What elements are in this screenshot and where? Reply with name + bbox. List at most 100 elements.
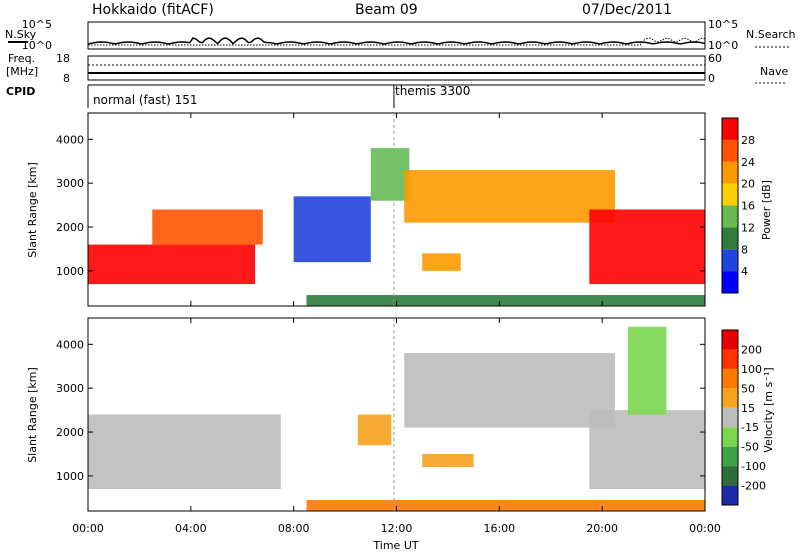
colorbar-swatch [722, 118, 738, 140]
colorbar-tick-label: 28 [741, 134, 755, 147]
time-axis-ticks: 00:00 04:00 08:00 12:00 16:00 20:00 00:00 [72, 113, 721, 535]
colorbar-frame [721, 329, 739, 506]
colorbar-tick-label: -100 [741, 460, 766, 473]
y-tick-label: 4000 [56, 133, 84, 146]
colorbar-tick-label: 20 [741, 178, 755, 191]
freq-tick-bottom: 8 [63, 72, 70, 85]
noise-panel-frame [87, 21, 706, 50]
heatmap-region [422, 453, 474, 468]
heatmap-region [370, 148, 410, 201]
heatmap-region [404, 353, 616, 428]
heatmap-region [357, 414, 392, 446]
colorbar-swatch [722, 330, 738, 350]
station-title: Hokkaido (fitACF) [92, 2, 214, 18]
nave-label: Nave [760, 65, 788, 78]
beam-title: Beam 09 [355, 2, 418, 18]
heatmap-region [589, 410, 705, 490]
colorbar-swatch [722, 427, 738, 447]
colorbar-tick-label: 100 [741, 363, 762, 376]
heatmap-region [627, 326, 667, 415]
colorbar-tick-label: 8 [741, 243, 748, 256]
colorbar-swatch [722, 205, 738, 228]
colorbar-swatch [722, 271, 738, 293]
velocity-ylabel: Slant Range [km] [26, 367, 39, 463]
freq-tick-top: 18 [56, 52, 70, 65]
heatmap-region [422, 253, 461, 271]
colorbar-tick-label: 200 [741, 343, 762, 356]
heatmap-region [589, 209, 705, 285]
y-tick-label: 4000 [56, 338, 84, 351]
x-tick-label: 00:00 [72, 522, 104, 535]
power-regions [88, 148, 705, 306]
y-tick-label: 3000 [56, 382, 84, 395]
colorbar-frame [721, 117, 739, 294]
colorbar-swatch [722, 466, 738, 486]
colorbar-swatch [722, 249, 738, 272]
velocity-colorbar-label: Velocity [m s⁻¹] [762, 367, 775, 452]
colorbar-tick-label: 16 [741, 200, 755, 213]
velocity-regions [88, 326, 705, 511]
heatmap-region [404, 170, 616, 223]
colorbar-swatch [722, 161, 738, 184]
colorbar-swatch [722, 183, 738, 206]
power-panel: 1000 2000 3000 4000 Slant Range [km] [26, 112, 706, 307]
noise-right-label: N.Search [746, 28, 796, 41]
y-tick-label: 1000 [56, 470, 84, 483]
x-tick-label: 12:00 [381, 522, 413, 535]
x-tick-label: 16:00 [483, 522, 515, 535]
colorbar-tick-label: -15 [741, 421, 759, 434]
colorbar-swatch [722, 388, 738, 408]
noise-tick-right-bottom: 10^0 [708, 39, 738, 52]
colorbar-tick-label: -50 [741, 441, 759, 454]
colorbar-swatch [722, 485, 738, 505]
cpid-label: CPID [6, 85, 35, 98]
date-title: 07/Dec/2011 [582, 2, 672, 18]
colorbar-tick-label: -200 [741, 480, 766, 493]
freq-label: Freq. [8, 52, 35, 65]
colorbar-swatch [722, 139, 738, 162]
colorbar-tick-label: 15 [741, 402, 755, 415]
power-ylabel: Slant Range [km] [26, 162, 39, 258]
y-tick-label: 3000 [56, 177, 84, 190]
heatmap-region [306, 295, 705, 306]
noise-tick-left-top: 10^5 [22, 18, 52, 31]
noise-tick-right-top: 10^5 [708, 18, 738, 31]
heatmap-region [293, 196, 371, 263]
nave-tick-bottom: 0 [708, 72, 715, 85]
cpid-segment-1: normal (fast) 151 [93, 93, 197, 107]
y-tick-label: 2000 [56, 221, 84, 234]
noise-tick-left-bottom: 10^0 [22, 39, 52, 52]
velocity-y-ticks: 1000 2000 3000 4000 [56, 338, 705, 483]
power-y-ticks: 1000 2000 3000 4000 [56, 133, 705, 278]
x-tick-label: 00:00 [689, 522, 721, 535]
noise-sky-line [87, 37, 706, 45]
colorbar-tick-label: 50 [741, 382, 755, 395]
colorbar-swatch [722, 349, 738, 369]
power-colorbar-label: Power [dB] [760, 180, 773, 240]
x-tick-label: 04:00 [175, 522, 207, 535]
heatmap-region [152, 209, 263, 245]
colorbar-tick-label: 12 [741, 221, 755, 234]
time-axis-label: Time UT [372, 539, 418, 552]
colorbar-swatch [722, 446, 738, 467]
x-tick-label: 20:00 [586, 522, 618, 535]
colorbar-tick-label: 24 [741, 156, 755, 169]
colorbar-tick-label: 4 [741, 265, 748, 278]
x-tick-label: 08:00 [278, 522, 310, 535]
colorbar-swatch [722, 368, 738, 389]
noise-left-label: N.Sky [5, 28, 37, 41]
y-tick-label: 2000 [56, 426, 84, 439]
y-tick-label: 1000 [56, 265, 84, 278]
colorbar-swatch [722, 227, 738, 250]
heatmap-region [88, 414, 281, 490]
freq-units: [MHz] [6, 65, 38, 78]
heatmap-region [306, 500, 705, 511]
nave-tick-top: 60 [708, 52, 722, 65]
noise-search-line [88, 37, 706, 46]
heatmap-region [88, 244, 256, 285]
colorbar-swatch [722, 407, 738, 428]
velocity-panel: 1000 2000 3000 4000 Slant Range [km] [26, 317, 706, 512]
freq-panel-frame [87, 55, 706, 81]
power-colorbar: 4 8 12 16 20 24 28 [721, 117, 755, 294]
